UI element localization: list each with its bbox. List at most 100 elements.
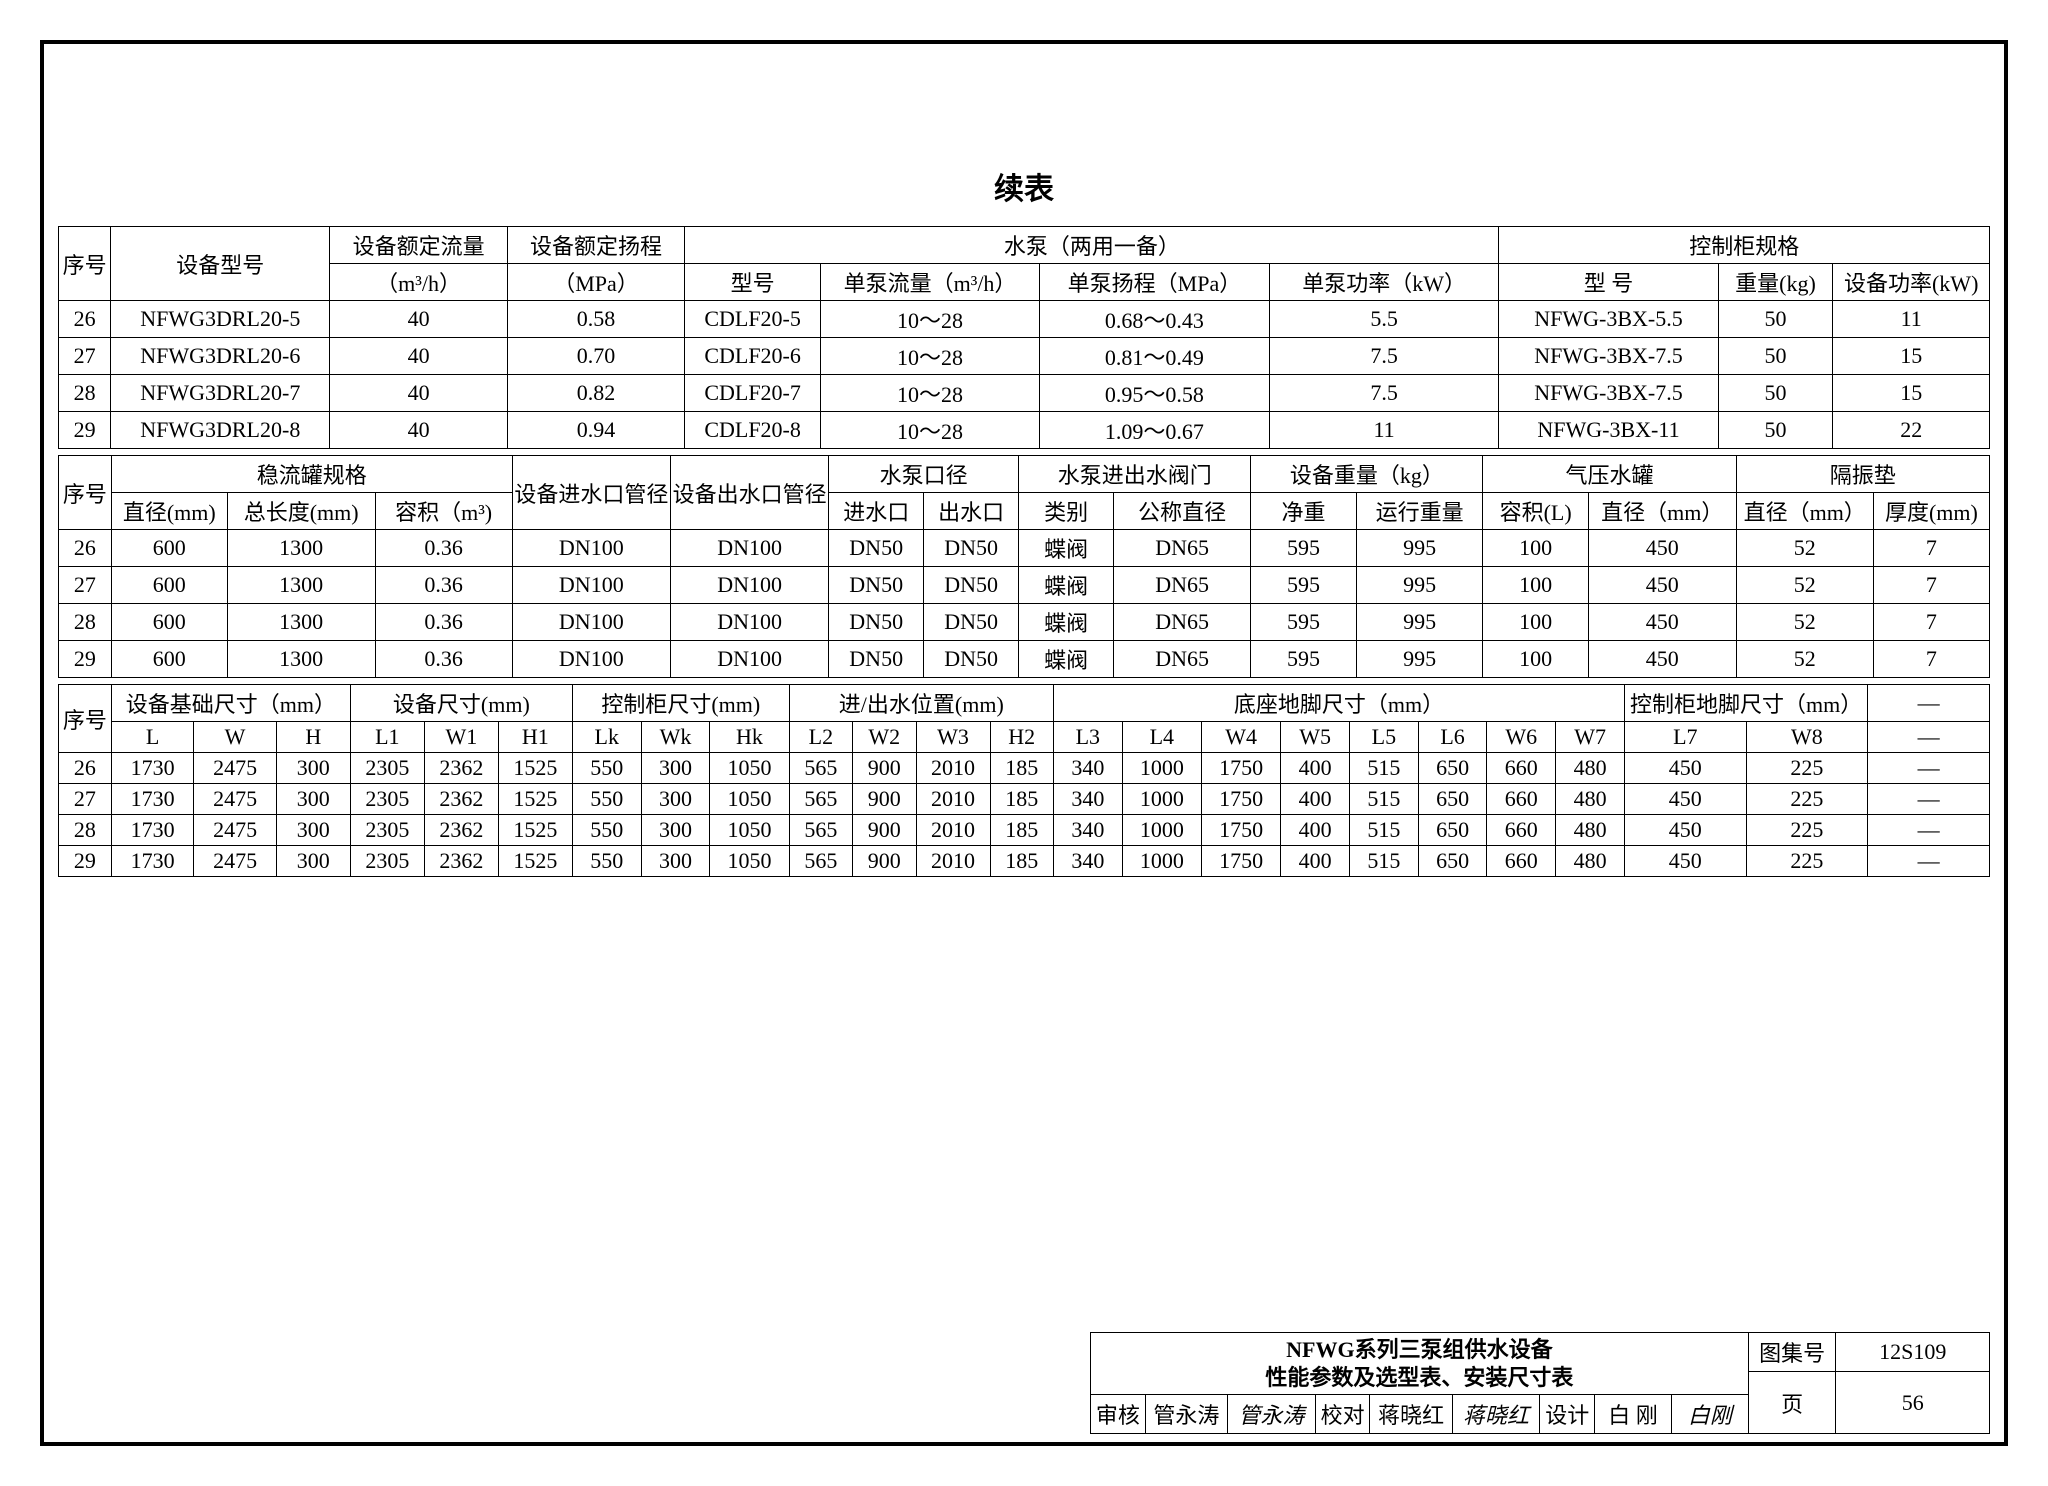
cell: 0.58 xyxy=(507,301,684,338)
h-seq: 序号 xyxy=(59,227,111,301)
table-row: 2817302475300230523621525550300105056590… xyxy=(59,815,1990,846)
cell: 650 xyxy=(1418,815,1487,846)
h3-foot: 底座地脚尺寸（mm） xyxy=(1053,685,1624,722)
cell: 550 xyxy=(572,784,641,815)
cell: 10～28 xyxy=(820,301,1039,338)
cell: 2305 xyxy=(350,753,424,784)
cell: DN50 xyxy=(829,567,924,604)
table-row: 27NFWG3DRL20-6400.70CDLF20-610～280.81～0.… xyxy=(59,338,1990,375)
title-block: NFWG系列三泵组供水设备性能参数及选型表、安装尺寸表 图集号 12S109 页… xyxy=(1090,1332,1990,1434)
cell: NFWG-3BX-7.5 xyxy=(1499,338,1718,375)
col-label: W6 xyxy=(1487,722,1556,753)
cell: 660 xyxy=(1487,753,1556,784)
page-no: 56 xyxy=(1836,1372,1990,1434)
cell: 蝶阀 xyxy=(1019,604,1114,641)
cell: 450 xyxy=(1588,604,1736,641)
cell: DN100 xyxy=(670,567,828,604)
cell: 5.5 xyxy=(1269,301,1499,338)
col-label: Wk xyxy=(641,722,710,753)
cell: DN50 xyxy=(924,530,1019,567)
cell: NFWG3DRL20-6 xyxy=(111,338,330,375)
cell: 660 xyxy=(1487,815,1556,846)
h2-vol: 容积（m³) xyxy=(375,493,512,530)
col-label: H1 xyxy=(498,722,572,753)
cell: DN100 xyxy=(512,530,670,567)
h2-in: 设备进水口管径 xyxy=(512,456,670,530)
cell: 400 xyxy=(1281,846,1350,877)
cell: 0.95～0.58 xyxy=(1040,375,1270,412)
cell: 1525 xyxy=(498,846,572,877)
chk-name: 蒋晓红 xyxy=(1370,1395,1452,1434)
cell: 0.81～0.49 xyxy=(1040,338,1270,375)
cell: 7 xyxy=(1873,604,1989,641)
col-label: L4 xyxy=(1122,722,1201,753)
cell: 1750 xyxy=(1201,753,1280,784)
h2-pdia: 水泵口径 xyxy=(829,456,1019,493)
cell: 7 xyxy=(1873,567,1989,604)
cell: 2475 xyxy=(194,753,276,784)
cell: 400 xyxy=(1281,784,1350,815)
cell: NFWG3DRL20-5 xyxy=(111,301,330,338)
cell: 蝶阀 xyxy=(1019,641,1114,678)
h-cmodel: 型 号 xyxy=(1499,264,1718,301)
cell: 2362 xyxy=(424,753,498,784)
page-label: 页 xyxy=(1748,1372,1836,1434)
h2-len: 总长度(mm) xyxy=(227,493,375,530)
cell: 185 xyxy=(990,753,1053,784)
cell: 0.36 xyxy=(375,530,512,567)
cell: DN65 xyxy=(1114,530,1251,567)
col-label: L7 xyxy=(1625,722,1747,753)
cell: DN50 xyxy=(829,530,924,567)
h3-cfoot: 控制柜地脚尺寸（mm） xyxy=(1625,685,1868,722)
col-label: W2 xyxy=(853,722,916,753)
cell: 52 xyxy=(1736,604,1873,641)
h-head: 设备额定扬程 xyxy=(507,227,684,264)
cell: 100 xyxy=(1483,641,1589,678)
cell: 2305 xyxy=(350,815,424,846)
cell: 2010 xyxy=(916,753,990,784)
h2-tank: 稳流罐规格 xyxy=(111,456,512,493)
col-label: H2 xyxy=(990,722,1053,753)
col-label: Lk xyxy=(572,722,641,753)
cell: 50 xyxy=(1718,375,1833,412)
atlas-label: 图集号 xyxy=(1748,1333,1836,1372)
cell: 900 xyxy=(853,753,916,784)
table-row: 28NFWG3DRL20-7400.82CDLF20-710～280.95～0.… xyxy=(59,375,1990,412)
cell: DN50 xyxy=(829,641,924,678)
cell: 300 xyxy=(276,753,350,784)
cell: 595 xyxy=(1251,604,1357,641)
cell: — xyxy=(1868,784,1990,815)
cell: 340 xyxy=(1053,784,1122,815)
cell: DN50 xyxy=(924,604,1019,641)
cell: 450 xyxy=(1588,567,1736,604)
cell: 2305 xyxy=(350,784,424,815)
cell: 2475 xyxy=(194,815,276,846)
cell: 0.94 xyxy=(507,412,684,449)
h-pflow: 单泵流量（m³/h） xyxy=(820,264,1039,301)
cell: 340 xyxy=(1053,846,1122,877)
h3-base: 设备基础尺寸（mm） xyxy=(111,685,350,722)
cell: 515 xyxy=(1350,753,1419,784)
cell: NFWG3DRL20-7 xyxy=(111,375,330,412)
cell: 900 xyxy=(853,846,916,877)
cell: 550 xyxy=(572,846,641,877)
h-cpow: 设备功率(kW) xyxy=(1833,264,1990,301)
cell: — xyxy=(1868,753,1990,784)
col-label: L6 xyxy=(1418,722,1487,753)
col-label: L xyxy=(111,722,193,753)
rev-sig: 管永涛 xyxy=(1228,1395,1316,1434)
table-1: 序号 设备型号 设备额定流量 设备额定扬程 水泵（两用一备） 控制柜规格 （m³… xyxy=(58,226,1990,449)
cell: 52 xyxy=(1736,530,1873,567)
cell: 0.36 xyxy=(375,641,512,678)
cell: 10～28 xyxy=(820,375,1039,412)
cell: 480 xyxy=(1556,753,1625,784)
des-name: 白 刚 xyxy=(1595,1395,1672,1434)
cell: DN50 xyxy=(829,604,924,641)
cell: 40 xyxy=(330,375,507,412)
cell: 50 xyxy=(1718,338,1833,375)
cell: 7 xyxy=(1873,530,1989,567)
rev-name: 管永涛 xyxy=(1145,1395,1227,1434)
cell: 565 xyxy=(789,815,852,846)
cell: DN100 xyxy=(670,641,828,678)
table-row: 2760013000.36DN100DN100DN50DN50蝶阀DN65595… xyxy=(59,567,1990,604)
